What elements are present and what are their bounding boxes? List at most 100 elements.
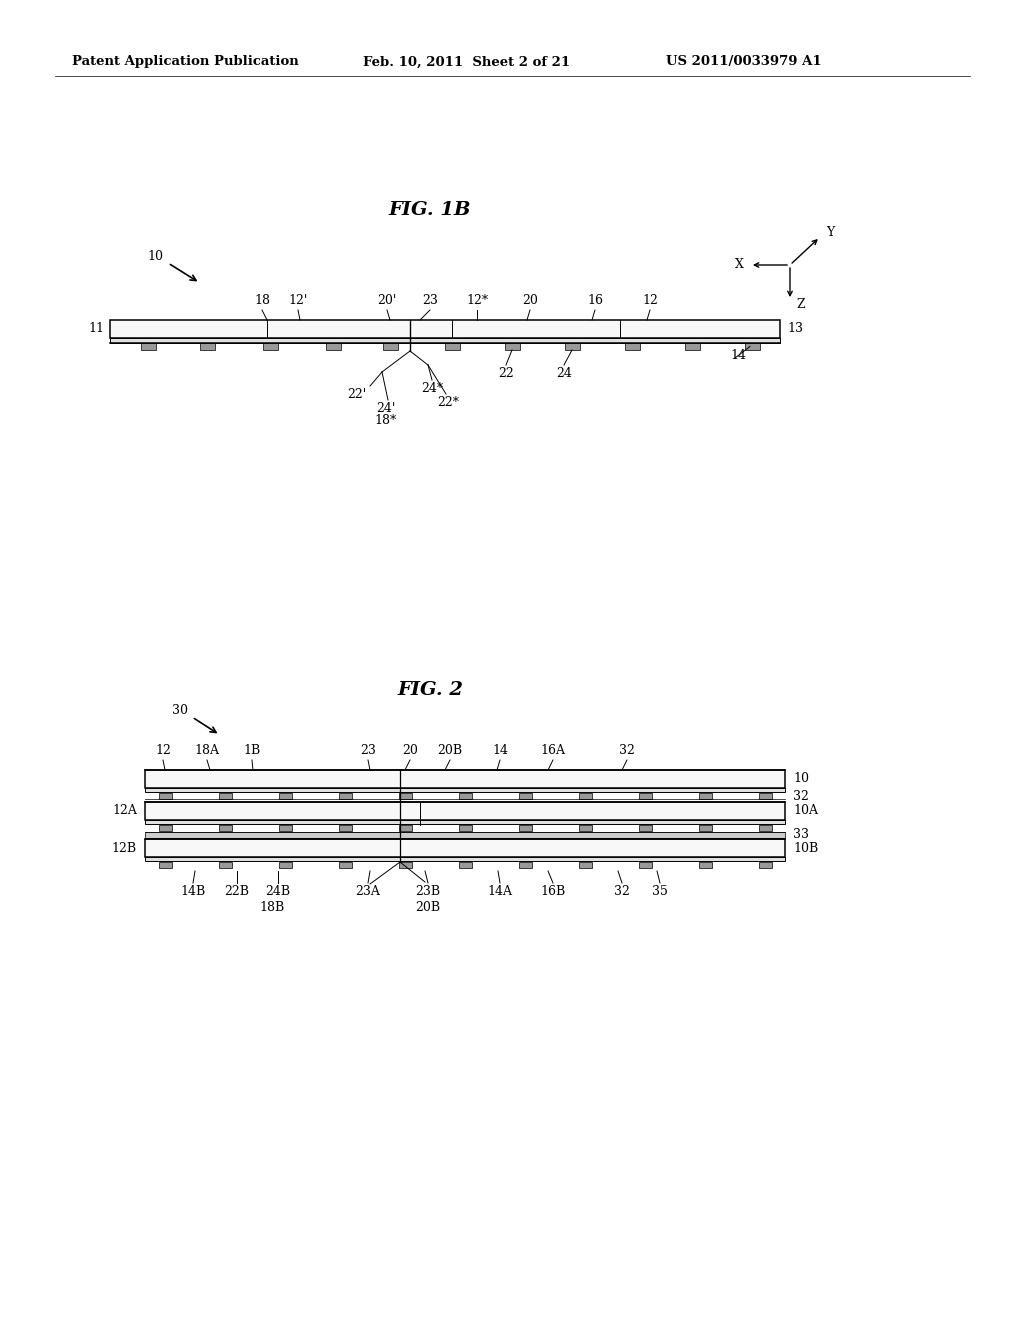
Bar <box>145 820 785 824</box>
Text: 20B: 20B <box>416 902 440 913</box>
Text: FIG. 2: FIG. 2 <box>397 681 463 700</box>
Bar <box>339 825 351 832</box>
Bar <box>398 825 412 832</box>
Text: 22B: 22B <box>224 884 250 898</box>
Text: 14A: 14A <box>487 884 512 898</box>
Bar <box>159 825 171 832</box>
Text: 24B: 24B <box>265 884 291 898</box>
Bar <box>339 793 351 799</box>
Text: 16: 16 <box>587 294 603 308</box>
Bar <box>625 343 640 350</box>
Bar <box>145 857 785 861</box>
Bar <box>579 825 592 832</box>
Bar <box>639 825 651 832</box>
Bar <box>140 343 156 350</box>
Bar <box>145 840 785 857</box>
Bar <box>579 793 592 799</box>
Bar <box>639 862 651 869</box>
Text: Feb. 10, 2011  Sheet 2 of 21: Feb. 10, 2011 Sheet 2 of 21 <box>362 55 570 69</box>
Text: 23: 23 <box>360 744 376 756</box>
Bar <box>759 793 771 799</box>
Bar <box>518 825 531 832</box>
Text: Z: Z <box>796 298 805 312</box>
Text: 23A: 23A <box>355 884 381 898</box>
Bar <box>279 793 292 799</box>
Bar <box>339 862 351 869</box>
Text: 24': 24' <box>376 403 395 414</box>
Bar <box>505 343 519 350</box>
Bar <box>579 862 592 869</box>
Text: 10A: 10A <box>793 804 818 817</box>
Text: 12': 12' <box>289 294 307 308</box>
Bar <box>744 343 760 350</box>
Text: 23: 23 <box>422 294 438 308</box>
Text: 14: 14 <box>730 348 746 362</box>
Text: 14: 14 <box>492 744 508 756</box>
Text: 18B: 18B <box>259 902 285 913</box>
Text: 35: 35 <box>652 884 668 898</box>
Text: 24: 24 <box>556 367 572 380</box>
Text: 22: 22 <box>498 367 514 380</box>
Text: 12A: 12A <box>112 804 137 817</box>
Bar <box>698 825 712 832</box>
Text: 32: 32 <box>620 744 635 756</box>
Text: 12: 12 <box>642 294 658 308</box>
Bar <box>564 343 580 350</box>
Text: 10: 10 <box>793 772 809 785</box>
Bar <box>759 862 771 869</box>
Bar <box>200 343 214 350</box>
Bar <box>459 862 471 869</box>
Bar <box>444 343 460 350</box>
Text: X: X <box>735 259 744 272</box>
Bar <box>326 343 341 350</box>
Bar <box>698 862 712 869</box>
Text: 16A: 16A <box>541 744 565 756</box>
Bar <box>383 343 397 350</box>
Bar <box>159 862 171 869</box>
Text: Y: Y <box>826 227 835 239</box>
Bar <box>518 793 531 799</box>
Bar <box>398 862 412 869</box>
Text: 18A: 18A <box>195 744 219 756</box>
Text: 23B: 23B <box>416 884 440 898</box>
Bar <box>398 793 412 799</box>
Text: 12B: 12B <box>112 842 137 854</box>
Text: 12: 12 <box>155 744 171 756</box>
Bar <box>218 825 231 832</box>
Text: Patent Application Publication: Patent Application Publication <box>72 55 299 69</box>
Text: 32: 32 <box>793 791 809 804</box>
Text: 30: 30 <box>172 704 188 717</box>
Text: 13: 13 <box>787 322 803 335</box>
Bar <box>218 862 231 869</box>
Bar <box>518 862 531 869</box>
Text: 22*: 22* <box>437 396 459 409</box>
Text: 10B: 10B <box>793 842 818 854</box>
Text: 11: 11 <box>88 322 104 335</box>
Text: 1B: 1B <box>244 744 261 756</box>
Bar <box>759 825 771 832</box>
Text: 24*: 24* <box>421 381 443 395</box>
Bar <box>684 343 699 350</box>
Text: 20': 20' <box>377 294 396 308</box>
Text: 18: 18 <box>254 294 270 308</box>
Text: 33: 33 <box>793 829 809 842</box>
Bar <box>159 793 171 799</box>
Bar <box>110 338 780 343</box>
Bar <box>145 803 785 820</box>
Text: 20: 20 <box>402 744 418 756</box>
Bar <box>279 862 292 869</box>
Bar <box>145 788 785 792</box>
Text: 18*: 18* <box>375 414 397 426</box>
Text: 22': 22' <box>347 388 366 401</box>
Text: 20B: 20B <box>437 744 463 756</box>
Bar <box>218 793 231 799</box>
Bar <box>262 343 278 350</box>
Bar <box>459 825 471 832</box>
Text: 12*: 12* <box>466 294 488 308</box>
Text: 10: 10 <box>147 249 163 263</box>
Text: FIG. 1B: FIG. 1B <box>389 201 471 219</box>
Bar <box>639 793 651 799</box>
Text: 20: 20 <box>522 294 538 308</box>
Text: 14B: 14B <box>180 884 206 898</box>
Text: 32: 32 <box>614 884 630 898</box>
